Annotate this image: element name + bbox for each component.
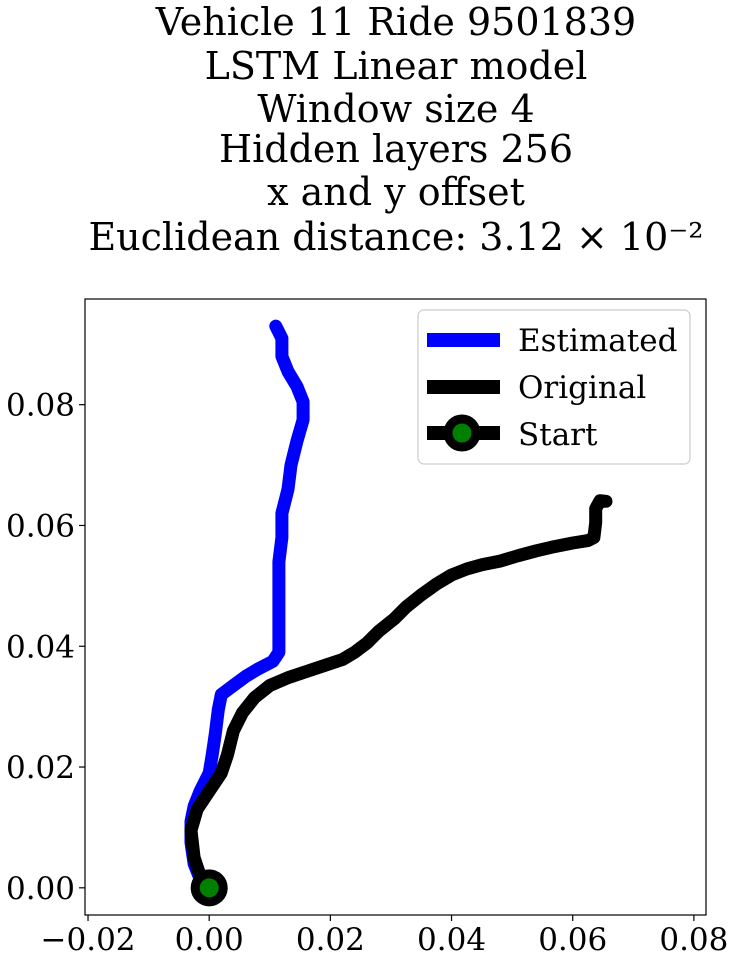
y-tick-label: 0.02 bbox=[6, 750, 75, 786]
x-tick-label: 0.00 bbox=[175, 922, 244, 958]
legend-estimated-label: Estimated bbox=[518, 323, 677, 359]
start-marker bbox=[190, 869, 228, 907]
y-tick-label: 0.04 bbox=[6, 629, 75, 665]
title-line-2: LSTM Linear model bbox=[205, 44, 588, 88]
y-tick-label: 0.06 bbox=[6, 508, 75, 544]
legend-box bbox=[417, 309, 691, 465]
legend: Estimated Original Start bbox=[417, 309, 691, 465]
title-line-3: Window size 4 bbox=[257, 87, 534, 131]
title-line-6: Euclidean distance: 3.12 × 10⁻² bbox=[88, 215, 703, 259]
y-tick-label: 0.08 bbox=[6, 388, 75, 424]
title-line-4: Hidden layers 256 bbox=[219, 127, 573, 171]
x-tick-label: 0.06 bbox=[538, 922, 607, 958]
x-tick-label: 0.04 bbox=[417, 922, 486, 958]
title-line-5: x and y offset bbox=[267, 170, 525, 214]
x-tick-label: 0.02 bbox=[296, 922, 365, 958]
original-line bbox=[184, 494, 613, 895]
x-tick-label: −0.02 bbox=[41, 922, 136, 958]
y-tick-label: 0.00 bbox=[6, 871, 75, 907]
chart-title: Vehicle 11 Ride 9501839 LSTM Linear mode… bbox=[88, 0, 703, 259]
legend-start-marker bbox=[443, 414, 481, 452]
x-tick-label: 0.08 bbox=[659, 922, 728, 958]
x-axis: −0.02 0.00 0.02 0.04 0.06 0.08 bbox=[41, 915, 728, 958]
legend-start-label: Start bbox=[518, 417, 598, 453]
legend-original-label: Original bbox=[518, 370, 646, 406]
y-axis: 0.00 0.02 0.04 0.06 0.08 bbox=[6, 388, 85, 907]
series-layer bbox=[184, 319, 613, 907]
title-line-1: Vehicle 11 Ride 9501839 bbox=[155, 0, 636, 44]
plot-frame bbox=[84, 298, 707, 916]
